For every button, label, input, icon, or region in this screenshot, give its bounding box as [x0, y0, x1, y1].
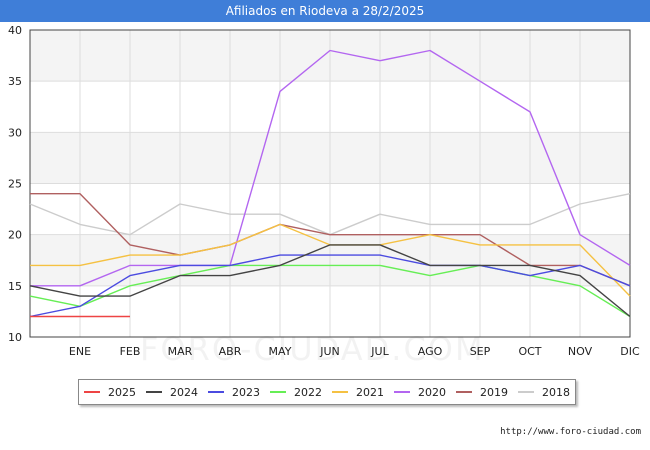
- legend-swatch: [456, 391, 472, 393]
- chart-legend: 2025 2024 2023 2022 2021 2020 2019 2018: [78, 379, 576, 405]
- y-tick-label: 40: [8, 24, 22, 37]
- series-line-2024: [29, 244, 631, 318]
- x-tick-label: FEB: [120, 345, 141, 358]
- legend-label: 2024: [170, 385, 198, 399]
- series-line-2023: [29, 254, 631, 318]
- legend-item-2022: 2022: [270, 386, 322, 399]
- legend-label: 2021: [356, 385, 384, 399]
- x-tick-label: NOV: [568, 345, 593, 358]
- x-tick-label: DIC: [620, 345, 640, 358]
- legend-label: 2019: [480, 385, 508, 399]
- legend-item-2020: 2020: [394, 386, 446, 399]
- legend-swatch: [84, 391, 100, 393]
- x-tick-label: SEP: [470, 345, 491, 358]
- y-tick-label: 25: [8, 178, 22, 191]
- legend-label: 2022: [294, 385, 322, 399]
- legend-swatch: [208, 391, 224, 393]
- x-tick-label: AGO: [418, 345, 443, 358]
- legend-swatch: [332, 391, 348, 393]
- legend-item-2018: 2018: [518, 386, 570, 399]
- legend-label: 2020: [418, 385, 446, 399]
- legend-item-2021: 2021: [332, 386, 384, 399]
- series-line-2020: [30, 49, 631, 287]
- legend-label: 2023: [232, 385, 260, 399]
- y-tick-label: 10: [8, 331, 22, 344]
- watermark: FORO-CIUDAD.COM: [140, 330, 485, 368]
- legend-item-2025: 2025: [84, 386, 136, 399]
- x-tick-label: OCT: [518, 345, 541, 358]
- y-tick-label: 35: [8, 75, 22, 88]
- x-tick-label: JUN: [319, 345, 340, 358]
- plot-frame: [29, 29, 631, 338]
- x-tick-label: MAY: [269, 345, 292, 358]
- legend-label: 2018: [542, 385, 570, 399]
- source-url: http://www.foro-ciudad.com: [500, 427, 641, 437]
- y-tick-label: 15: [8, 280, 22, 293]
- x-tick-label: ABR: [219, 345, 242, 358]
- legend-item-2024: 2024: [146, 386, 198, 399]
- legend-swatch: [146, 391, 162, 393]
- x-tick-label: ENE: [69, 345, 91, 358]
- y-tick-label: 30: [8, 126, 22, 139]
- x-tick-label: MAR: [168, 345, 193, 358]
- legend-label: 2025: [108, 385, 136, 399]
- legend-item-2019: 2019: [456, 386, 508, 399]
- x-tick-label: JUL: [370, 345, 389, 358]
- legend-swatch: [270, 391, 286, 393]
- chart-title: Afiliados en Riodeva a 28/2/2025: [0, 0, 650, 22]
- legend-swatch: [518, 391, 534, 393]
- legend-swatch: [394, 391, 410, 393]
- legend-item-2023: 2023: [208, 386, 260, 399]
- y-tick-label: 20: [8, 229, 22, 242]
